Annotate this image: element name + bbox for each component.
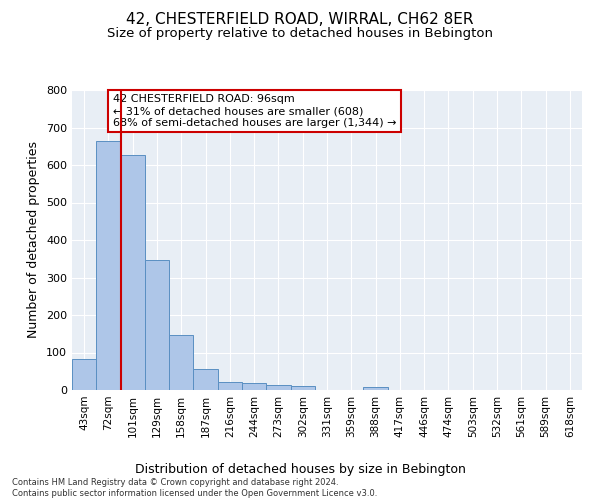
Text: Contains HM Land Registry data © Crown copyright and database right 2024.
Contai: Contains HM Land Registry data © Crown c… bbox=[12, 478, 377, 498]
Text: 42 CHESTERFIELD ROAD: 96sqm
← 31% of detached houses are smaller (608)
68% of se: 42 CHESTERFIELD ROAD: 96sqm ← 31% of det… bbox=[113, 94, 397, 128]
Bar bbox=[266, 385, 290, 390]
Bar bbox=[145, 260, 169, 390]
Bar bbox=[364, 387, 388, 390]
Text: 42, CHESTERFIELD ROAD, WIRRAL, CH62 8ER: 42, CHESTERFIELD ROAD, WIRRAL, CH62 8ER bbox=[126, 12, 474, 28]
Y-axis label: Number of detached properties: Number of detached properties bbox=[28, 142, 40, 338]
Bar bbox=[121, 154, 145, 390]
Text: Size of property relative to detached houses in Bebington: Size of property relative to detached ho… bbox=[107, 28, 493, 40]
Text: Distribution of detached houses by size in Bebington: Distribution of detached houses by size … bbox=[134, 462, 466, 475]
Bar bbox=[242, 383, 266, 390]
Bar bbox=[169, 335, 193, 390]
Bar bbox=[72, 359, 96, 390]
Bar bbox=[96, 142, 121, 390]
Bar bbox=[218, 382, 242, 390]
Bar bbox=[290, 386, 315, 390]
Bar bbox=[193, 368, 218, 390]
